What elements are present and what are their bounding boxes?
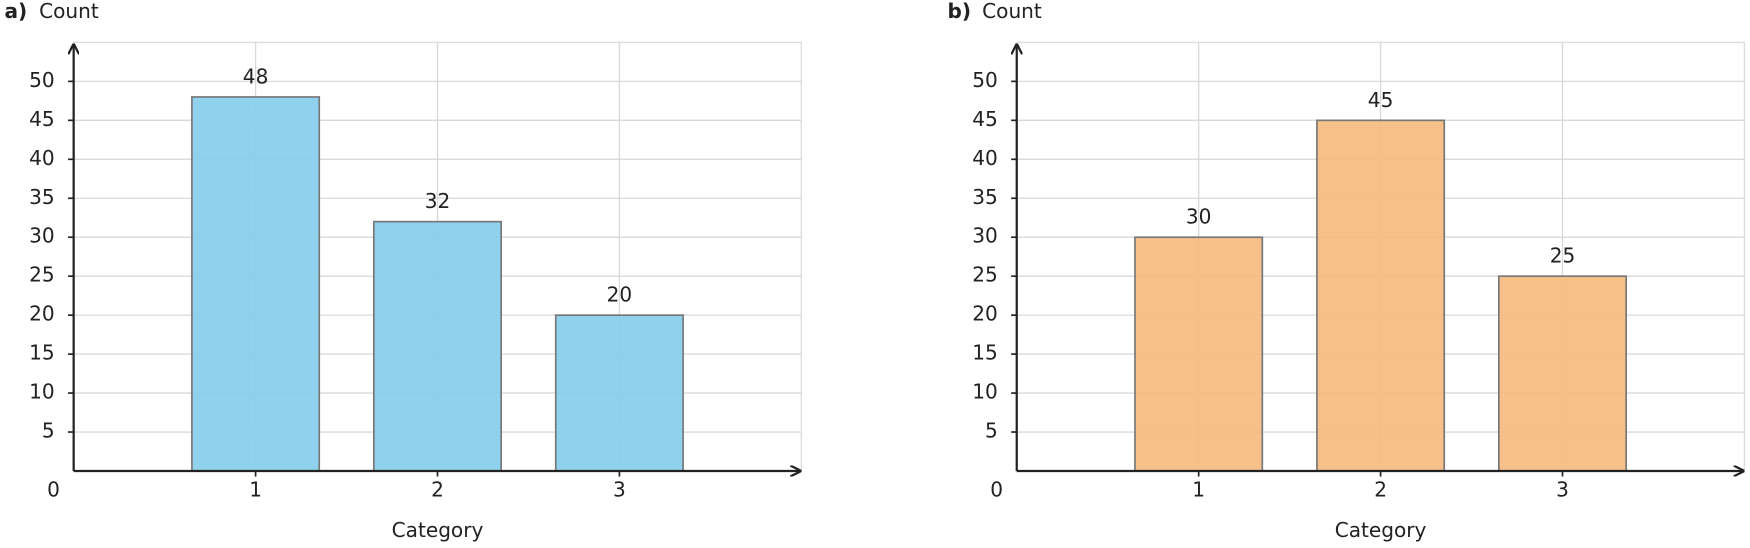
x-axis-label: Category bbox=[1335, 518, 1427, 542]
y-axis-label: Count bbox=[982, 0, 1042, 23]
y-tick-label: 40 bbox=[29, 146, 55, 170]
y-tick-label: 20 bbox=[29, 302, 55, 326]
bar bbox=[1134, 236, 1264, 472]
value-label: 20 bbox=[607, 283, 633, 307]
bar bbox=[191, 96, 321, 472]
value-label: 30 bbox=[1186, 205, 1212, 229]
y-tick-label: 30 bbox=[972, 224, 998, 248]
x-tick-label: 1 bbox=[1192, 478, 1205, 502]
bar bbox=[372, 220, 503, 472]
panel: a) Count 0 5 10 15 20 25 30 35 40 45 50 1 2 3 48 32 20 Cate… bbox=[4, 0, 803, 542]
y-tick-label: 15 bbox=[972, 341, 998, 365]
y-tick-label: 35 bbox=[972, 185, 998, 209]
value-label: 45 bbox=[1368, 88, 1394, 112]
bar bbox=[1497, 275, 1628, 472]
value-label: 48 bbox=[243, 64, 269, 88]
y-tick-label: 25 bbox=[972, 263, 998, 287]
y-tick-label: 15 bbox=[29, 341, 55, 365]
y-tick-label: 10 bbox=[29, 380, 55, 404]
y-tick-label: 30 bbox=[29, 224, 55, 248]
y-tick-label: 50 bbox=[29, 68, 55, 92]
y-tick-label: 5 bbox=[985, 419, 998, 443]
y-tick-label: 0 bbox=[990, 478, 1003, 502]
y-tick-label: 40 bbox=[972, 146, 998, 170]
y-tick-label: 10 bbox=[972, 380, 998, 404]
y-tick-label: 45 bbox=[29, 107, 55, 131]
x-axis-label: Category bbox=[392, 518, 484, 542]
y-tick-label: 25 bbox=[29, 263, 55, 287]
panel-label: a) bbox=[4, 0, 27, 23]
x-tick-label: 3 bbox=[613, 478, 626, 502]
x-tick-label: 1 bbox=[249, 478, 262, 502]
value-label: 32 bbox=[425, 189, 451, 213]
x-tick-label: 3 bbox=[1556, 478, 1569, 502]
bar bbox=[1316, 119, 1446, 472]
bar bbox=[554, 314, 684, 472]
panel: b) Count 0 5 10 15 20 25 30 35 40 45 50 1 2 3 30 45 25 Cate… bbox=[948, 0, 1746, 542]
panel-label: b) bbox=[948, 0, 972, 23]
y-tick-label: 50 bbox=[972, 68, 998, 92]
x-tick-label: 2 bbox=[431, 478, 444, 502]
y-tick-label: 35 bbox=[29, 185, 55, 209]
y-tick-label: 0 bbox=[47, 478, 60, 502]
y-tick-label: 5 bbox=[42, 419, 55, 443]
x-tick-label: 2 bbox=[1374, 478, 1387, 502]
y-axis-label: Count bbox=[39, 0, 99, 23]
y-tick-label: 20 bbox=[972, 302, 998, 326]
y-tick-label: 45 bbox=[972, 107, 998, 131]
value-label: 25 bbox=[1550, 244, 1576, 268]
